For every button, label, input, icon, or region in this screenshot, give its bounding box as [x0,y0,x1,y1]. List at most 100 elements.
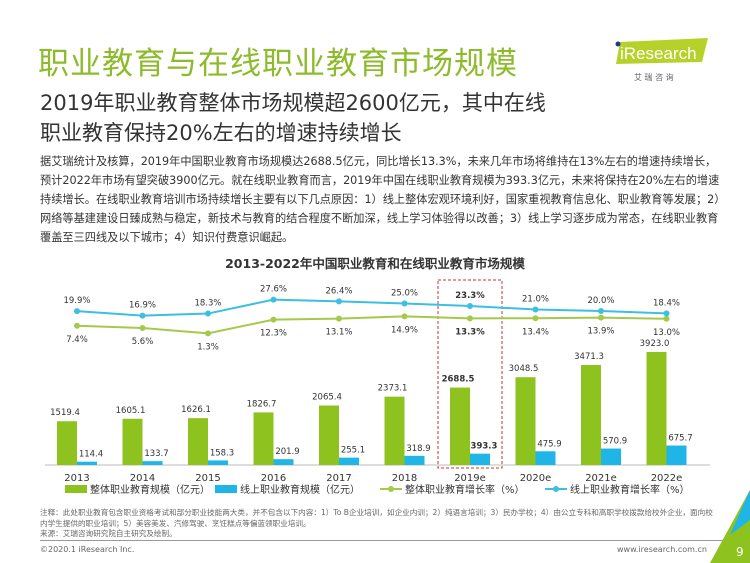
legend-marker [388,486,394,492]
line-online-growth-label: 20.0% [587,296,614,306]
bar-label-online: 475.9 [537,439,561,449]
logo-mark: iResearch 艾 瑞 咨 询 [615,38,708,82]
body-text: 据艾瑞统计及核算，2019年中国职业教育市场规模达2688.5亿元，同比增长13… [40,155,720,244]
line-total-growth-point [401,313,408,320]
bar-online [273,459,294,465]
source-text: 来源：艾瑞咨询研究院自主研究及绘制。 [40,529,177,538]
line-online-growth-point [532,306,539,313]
bar-label-online: 570.9 [603,437,627,447]
line-total-growth-label: 13.4% [522,327,549,337]
bar-label-total: 1605.1 [116,406,146,416]
bar-total [450,387,470,465]
svg-text:艾 瑞 咨 询: 艾 瑞 咨 询 [634,72,674,82]
line-total-growth-point [663,315,670,322]
line-total-growth-label: 14.9% [391,325,418,335]
bar-total [188,418,208,465]
legend-label: 线上职业教育规模（亿元） [240,483,360,496]
highlight-box [437,279,503,469]
line-total-growth-label: 13.1% [325,328,352,338]
line-total-growth-point [336,315,342,322]
x-tick-label: 2019e [454,473,486,484]
page-title: 职业教育与在线职业教育市场规模 [38,46,518,82]
legend-swatch [65,485,87,493]
bar-label-online: 255.1 [341,446,365,456]
bar-label-online: 158.3 [210,448,234,458]
bar-online [208,460,228,465]
bar-label-online: 114.4 [79,450,103,460]
bar-label-total: 3048.5 [509,364,539,374]
line-total-growth-label: 12.3% [260,329,287,339]
line-online-growth-point [467,303,473,310]
line-online-growth-point [205,310,211,317]
page-subtitle: 2019年职业教育整体市场规模超2600亿元，其中在线职业教育保持20%左右的增… [40,91,546,145]
x-tick-label: 2020e [520,473,552,484]
legend-label: 整体职业教育规模（亿元） [90,483,210,496]
bar-total [122,418,143,465]
line-total-growth-point [205,330,211,337]
bar-total [384,396,405,465]
line-online-growth-label: 18.4% [653,298,680,308]
bar-label-online: 133.7 [144,449,168,459]
bar-label-total: 1519.4 [50,408,80,418]
bar-total [646,352,667,465]
line-online-growth-point [270,296,277,303]
bar-online [535,451,556,465]
bar-online [77,461,97,465]
iresearch-logo: iResearch 艾 瑞 咨 询 [612,36,712,90]
line-total-growth-point [139,325,146,331]
bar-total [515,377,536,465]
line-total-growth-point [467,315,473,322]
page-number: 9 [736,545,744,559]
line-total-growth-label: 1.3% [197,342,219,352]
website: www.iresearch.com.cn [617,545,707,554]
line-online-growth-point [598,308,604,314]
line-total-growth-point [598,314,604,321]
line-online-growth-point [74,308,80,315]
line-online-growth-point [336,298,342,305]
bar-online [339,457,359,465]
line-online-growth-label: 21.0% [522,295,549,305]
x-tick-label: 2018 [392,473,417,484]
bar-total [581,365,601,465]
legend-swatch [215,485,237,493]
bar-total [319,405,339,465]
line-total-growth-label: 13.3% [455,327,485,337]
svg-text:iResearch: iResearch [620,44,697,63]
legend-marker [553,486,559,492]
bar-label-total: 1826.7 [247,399,277,409]
x-tick-label: 2021e [585,473,617,484]
bar-label-total: 3923.0 [640,339,670,349]
line-online-growth-point [663,310,670,317]
line-online-growth-label: 19.9% [63,296,90,306]
chart: 2013-2022年中国职业教育和在线职业教育市场规模 1519.4 114.4 2… [45,256,710,496]
bar-label-online: 318.9 [406,444,430,454]
line-online-growth-point [139,312,146,319]
line-total-growth-label: 5.6% [132,337,154,347]
bar-label-total: 2065.4 [312,393,342,403]
bar-online [142,461,163,465]
bar-online [601,448,621,465]
legend-label: 线上职业教育增长率（%） [570,483,690,496]
line-online-growth-label: 25.0% [391,289,418,299]
line-online-growth-point [401,300,408,307]
chart-note: 注释：此处职业教育包含职业资格考试和部分职业技能两大类，并不包含以下内容：1）T… [40,508,720,540]
x-tick-label: 2017 [326,473,351,484]
line-total-growth-label: 13.9% [587,327,614,337]
line-online-growth-label: 27.6% [260,285,287,295]
footer-divider [40,540,735,541]
bar-label-total: 2373.1 [378,384,408,394]
x-tick-label: 2013 [64,473,89,484]
bar-online [666,445,687,465]
line-total-growth-point [270,316,277,323]
chart-title: 2013-2022年中国职业教育和在线职业教育市场规模 [225,256,525,271]
x-tick-label: 2014 [130,473,155,484]
x-tick-label: 2015 [195,473,220,484]
bar-total [57,421,77,465]
note-text: 注释：此处职业教育包含职业资格考试和部分职业技能两大类，并不包含以下内容：1）T… [40,508,713,528]
line-total-growth-label: 7.4% [66,335,88,345]
line-online-growth-label: 26.4% [325,286,352,296]
bar-label-online: 393.3 [471,442,498,452]
bar-total [253,412,274,465]
copyright: ©2020.1 iResearch Inc. [40,545,135,554]
x-tick-label: 2022e [651,473,683,484]
